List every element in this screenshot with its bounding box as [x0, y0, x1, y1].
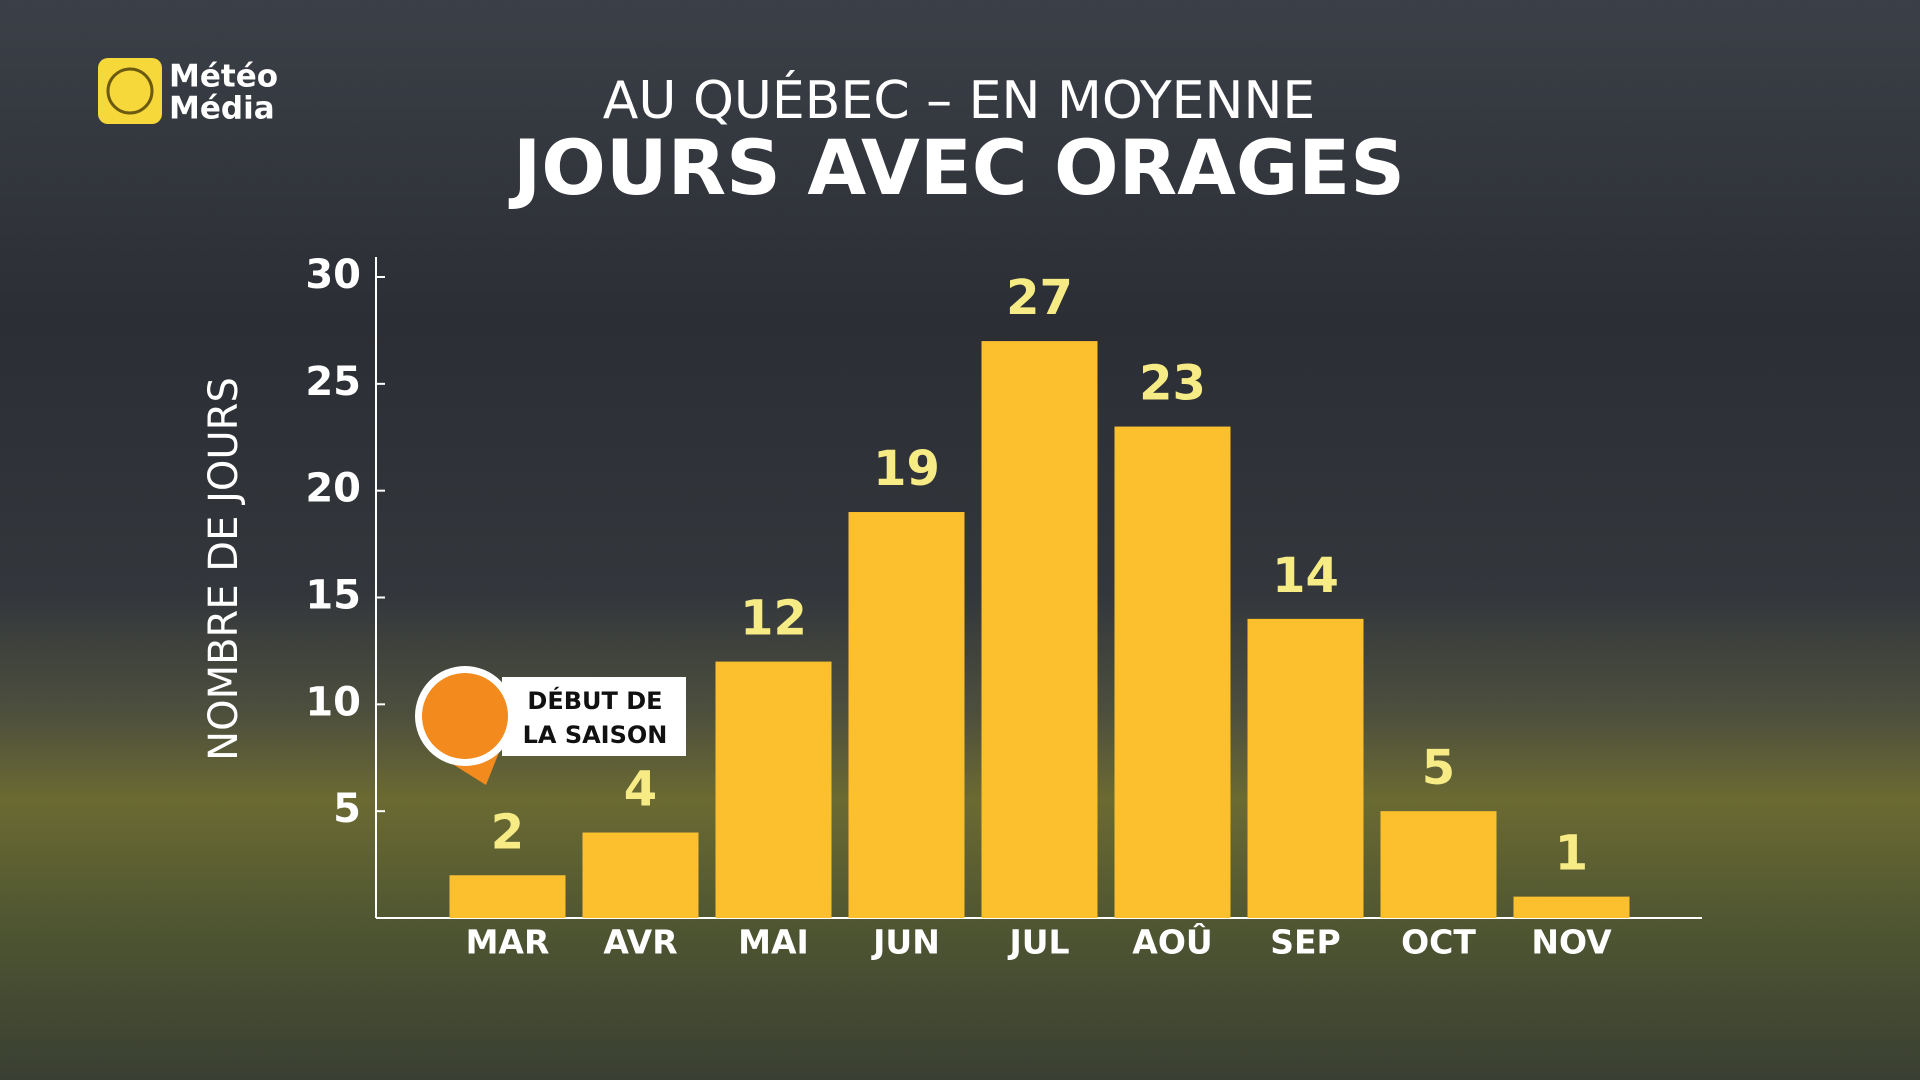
bar: [449, 875, 566, 918]
logo-globe: [106, 67, 154, 115]
x-tick-label: JUL: [1007, 923, 1069, 962]
y-axis-label: NOMBRE DE JOURS: [201, 377, 247, 761]
annotation-icon: [422, 673, 508, 759]
bar: [1380, 811, 1497, 918]
value-label: 12: [740, 591, 807, 647]
bar: [715, 661, 832, 918]
value-label: 19: [873, 441, 940, 497]
y-tick-label: 10: [305, 679, 361, 725]
value-label: 27: [1006, 270, 1073, 326]
y-tick-label: 25: [305, 359, 361, 405]
x-tick-label: SEP: [1270, 923, 1341, 962]
value-label: 5: [1422, 740, 1455, 796]
y-tick-label: 5: [333, 786, 361, 832]
bar: [1247, 618, 1364, 918]
chart-subtitle: AU QUÉBEC – EN MOYENNE: [603, 70, 1315, 131]
annotation-box: [502, 677, 686, 756]
y-tick-label: 20: [305, 466, 361, 512]
bar: [582, 832, 699, 918]
x-tick-label: AVR: [603, 923, 677, 962]
value-label: 23: [1139, 356, 1206, 412]
x-tick-label: MAR: [466, 923, 550, 962]
x-tick-label: OCT: [1401, 923, 1476, 962]
annotation-text: LA SAISON: [523, 721, 668, 749]
chart-title: JOURS AVEC ORAGES: [508, 123, 1405, 212]
bar: [1114, 426, 1231, 918]
x-tick-label: JUN: [871, 923, 940, 962]
logo-text: Météo: [169, 59, 278, 95]
value-label: 1: [1555, 826, 1588, 882]
bar: [981, 341, 1098, 919]
bar: [1513, 896, 1630, 918]
y-tick-label: 15: [305, 573, 361, 619]
value-label: 4: [624, 762, 657, 818]
x-tick-label: AOÛ: [1132, 922, 1212, 962]
annotation-text: DÉBUT DE: [527, 686, 662, 715]
x-tick-label: NOV: [1531, 923, 1612, 962]
logo-text: Média: [169, 91, 275, 127]
bar: [848, 512, 965, 918]
annotation: DÉBUT DE LA SAISON: [415, 666, 686, 785]
value-label: 14: [1272, 548, 1339, 604]
x-tick-label: MAI: [738, 923, 809, 962]
y-tick-label: 30: [305, 252, 361, 298]
value-label: 2: [491, 804, 524, 860]
